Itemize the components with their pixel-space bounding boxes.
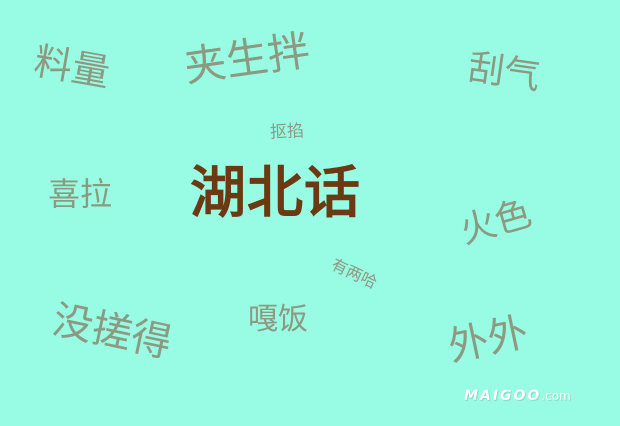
watermark-domain: .com — [541, 389, 571, 403]
center-title: 湖北话 — [190, 161, 361, 226]
watermark-logo: MAIGOO.com — [464, 388, 571, 404]
word-guaqi: 刮气 — [465, 47, 543, 98]
word-kouqi: 抠掐 — [269, 121, 305, 143]
word-meicuode: 没搓得 — [48, 297, 176, 367]
word-liaoliang: 料量 — [30, 38, 114, 96]
word-youlianga: 有两哈 — [328, 254, 380, 293]
word-huose: 火色 — [455, 192, 537, 253]
watermark-brand: MAIGOO — [464, 388, 542, 404]
word-xila: 喜拉 — [48, 175, 113, 213]
word-gafan: 嘎饭 — [248, 302, 308, 337]
word-waiwai: 外外 — [444, 309, 532, 371]
word-jiasheng: 夹生拌 — [181, 25, 313, 92]
